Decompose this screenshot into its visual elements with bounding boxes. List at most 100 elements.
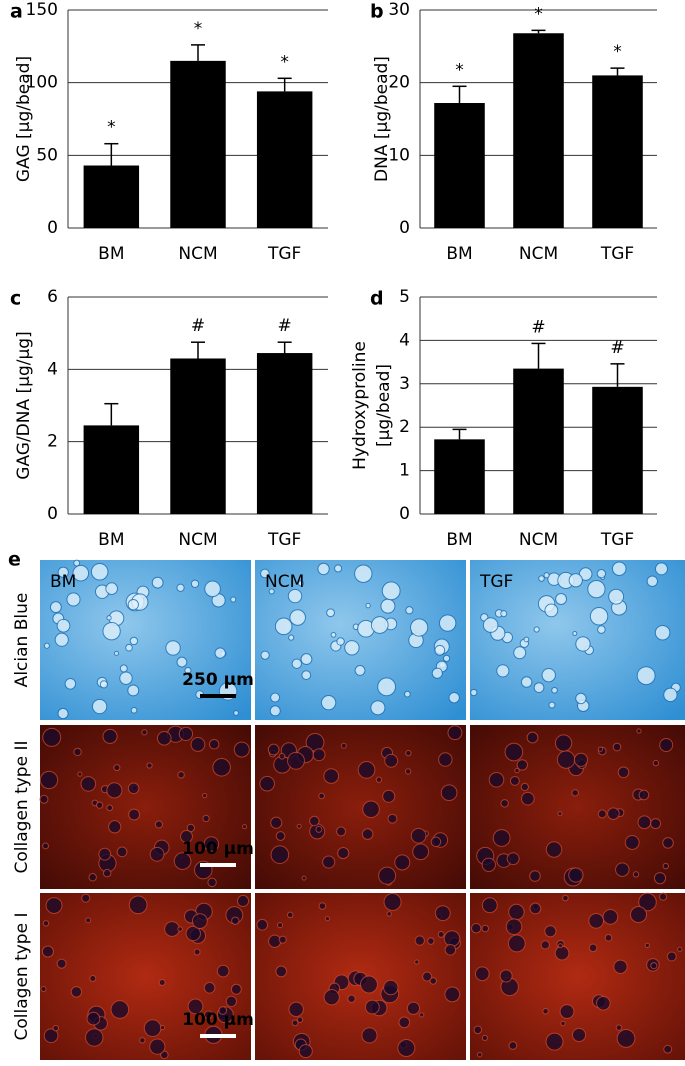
cell: [394, 854, 411, 871]
y-tick-label: 0: [399, 504, 410, 524]
column-label: TGF: [479, 572, 513, 592]
scale-bar-label: 100 µm: [182, 839, 254, 859]
bar: [83, 165, 140, 228]
x-tick-label: NCM: [519, 530, 558, 550]
y-tick-label: 5: [399, 287, 410, 307]
cell: [73, 559, 81, 567]
panel-label: b: [370, 1, 384, 23]
cell: [203, 981, 216, 994]
cell: [397, 1038, 416, 1058]
y-tick-label: 0: [399, 218, 410, 238]
cell: [275, 965, 288, 978]
cell: [317, 562, 330, 576]
cell: [39, 770, 59, 790]
cell: [571, 789, 579, 797]
cell: [165, 640, 181, 656]
cell: [151, 576, 164, 589]
cell: [545, 841, 563, 858]
cell: [663, 687, 678, 703]
cell: [410, 618, 429, 637]
cell: [617, 766, 630, 779]
bar: [513, 33, 564, 229]
cell: [365, 602, 371, 609]
cell: [178, 726, 194, 742]
y-tick-label: 10: [388, 145, 410, 165]
y-tick-label: 0: [47, 504, 58, 524]
cell: [434, 644, 446, 656]
cell: [160, 1050, 169, 1060]
cell: [613, 959, 628, 974]
cell: [543, 572, 550, 579]
cell: [212, 758, 231, 777]
annotation: *: [534, 4, 543, 24]
annotation: *: [194, 19, 203, 39]
cell: [541, 667, 556, 683]
cell: [190, 737, 206, 752]
cell: [654, 624, 671, 641]
cell: [70, 986, 83, 998]
cell: [116, 846, 128, 858]
cell: [520, 676, 533, 688]
cell: [57, 707, 69, 720]
y-tick-label: 4: [47, 359, 58, 379]
cell: [481, 857, 496, 873]
annotation: *: [107, 118, 116, 138]
cell: [504, 742, 524, 762]
cell: [156, 730, 172, 746]
cell: [88, 873, 97, 882]
x-tick-label: TGF: [600, 244, 634, 264]
y-axis-label: GAG [µg/bead]: [14, 56, 34, 182]
cell: [105, 582, 119, 595]
y-tick-label: 2: [399, 417, 410, 437]
cell: [575, 636, 591, 652]
cell: [557, 811, 563, 817]
cell: [149, 846, 165, 862]
cell: [73, 747, 82, 757]
cell: [602, 909, 619, 925]
cell: [555, 593, 568, 605]
cell: [80, 776, 97, 792]
panel-label: d: [370, 288, 384, 310]
cell: [347, 994, 356, 1003]
cell: [326, 608, 336, 618]
cell: [149, 1038, 166, 1055]
cell: [419, 1012, 425, 1018]
cell: [359, 975, 378, 994]
cell: [636, 666, 656, 686]
cell: [488, 772, 505, 788]
cell: [177, 926, 183, 932]
cell: [662, 837, 674, 849]
cell: [438, 752, 453, 767]
cell: [508, 903, 525, 921]
cell: [520, 782, 529, 792]
column-label: NCM: [265, 572, 304, 592]
cell: [568, 867, 584, 883]
cell: [269, 705, 281, 717]
y-tick-label: 3: [399, 374, 410, 394]
cell: [296, 1016, 304, 1024]
cell: [52, 1024, 59, 1032]
cell: [288, 1001, 304, 1018]
cell: [113, 764, 121, 772]
cell: [278, 752, 286, 760]
cell: [556, 750, 576, 769]
bar: [170, 60, 226, 228]
cell: [354, 564, 373, 583]
cell: [650, 818, 662, 830]
bar: [434, 439, 485, 514]
cell: [275, 831, 286, 841]
cell: [91, 698, 108, 715]
cell: [312, 748, 326, 762]
cell: [43, 1028, 59, 1044]
y-tick-label: 0: [47, 218, 58, 238]
cell: [278, 935, 287, 944]
cell: [315, 825, 323, 833]
cell: [636, 728, 642, 734]
x-tick-label: BM: [446, 244, 472, 264]
cell: [481, 1034, 488, 1042]
cell: [638, 789, 650, 801]
cell: [336, 826, 347, 837]
cell: [42, 842, 49, 850]
cell: [214, 647, 226, 659]
cell: [141, 729, 148, 736]
